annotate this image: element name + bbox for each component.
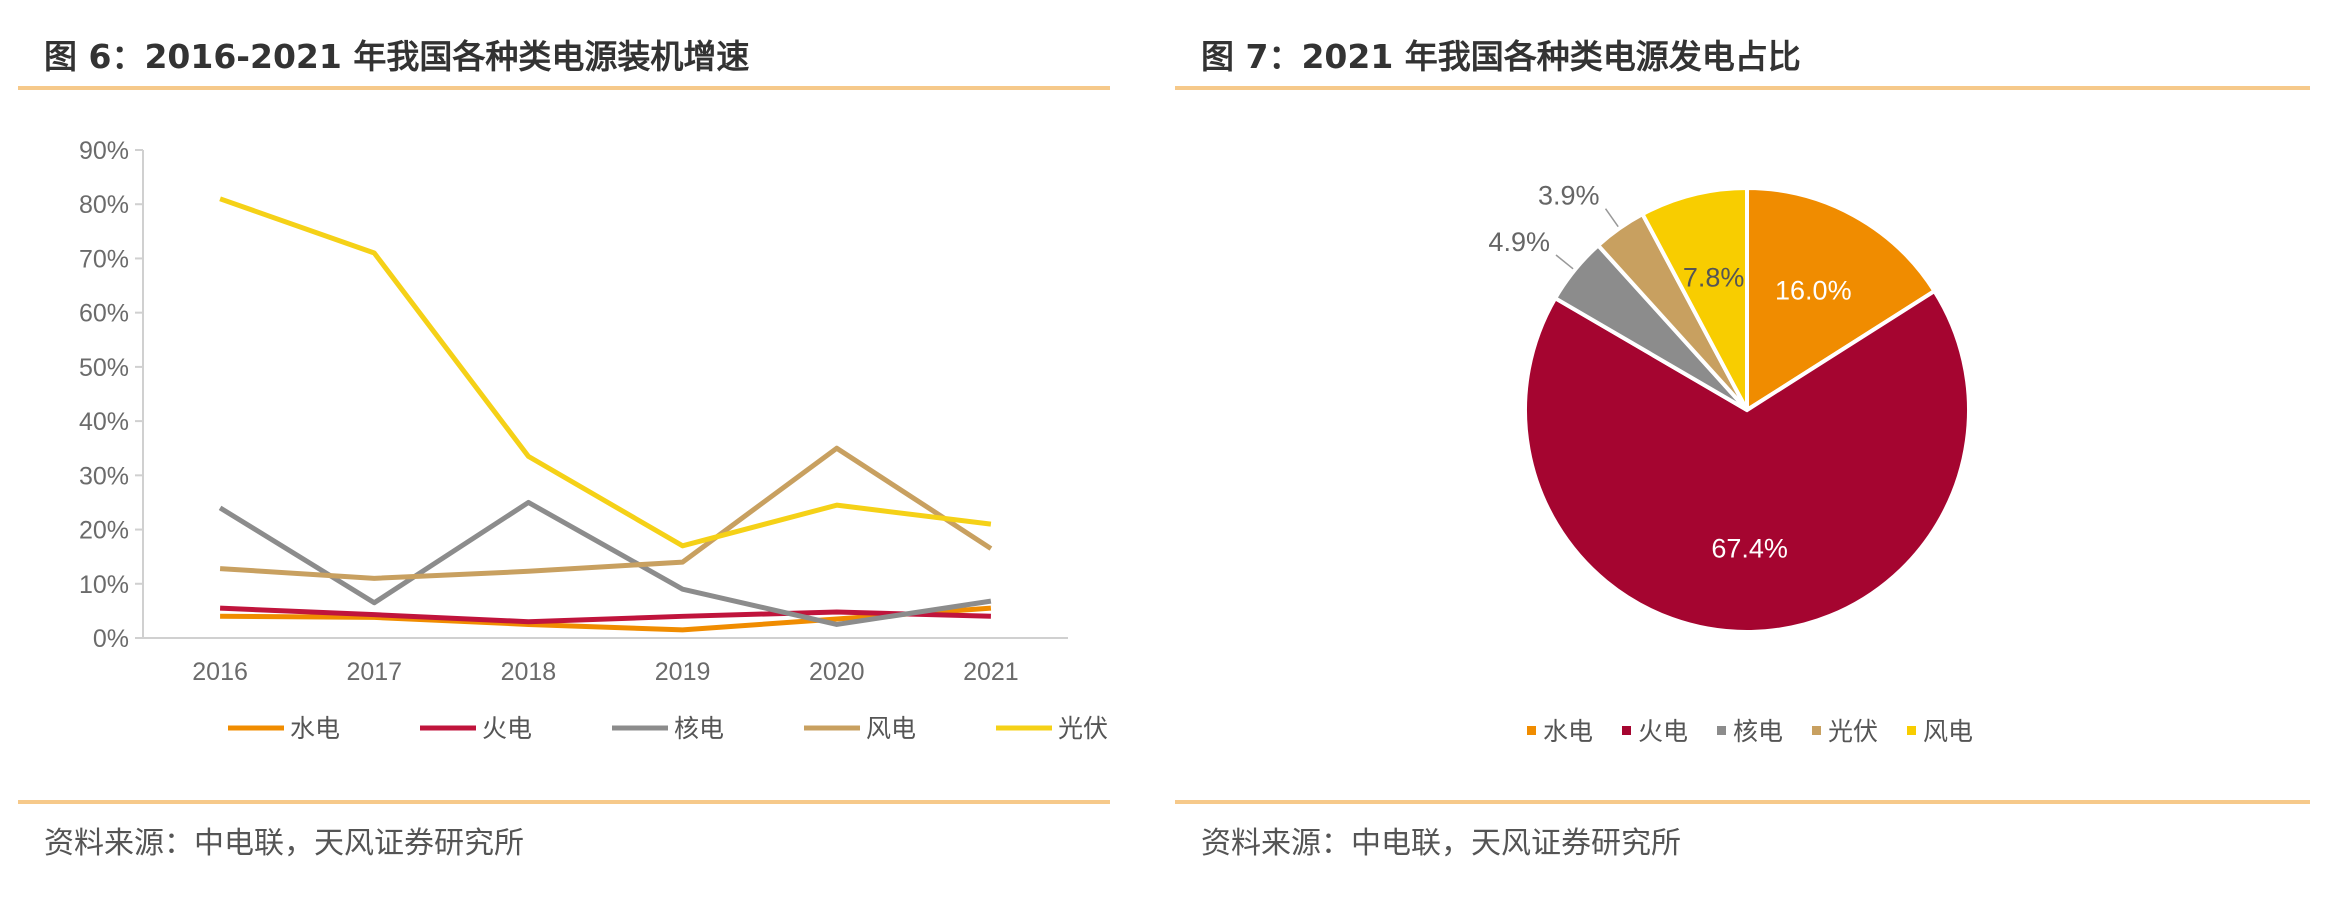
source-divider	[18, 800, 1110, 804]
legend-label: 风电	[866, 714, 916, 743]
pie-chart: 16.0% 67.4% 4.9% 3.9% 7.8% 水电 火电 核电 光伏 风电	[1488, 181, 1973, 746]
pie-chart-source: 资料来源：中电联，天风证券研究所	[1201, 826, 1681, 861]
legend-label: 核电	[674, 714, 724, 743]
legend-label: 火电	[1638, 717, 1688, 746]
legend-label: 光伏	[1058, 714, 1108, 743]
source-divider	[1175, 800, 2310, 804]
title-divider	[18, 86, 1110, 90]
pie-slice	[1639, 185, 1749, 411]
legend-label: 核电	[1733, 717, 1783, 746]
slice-label: 7.8%	[1683, 262, 1745, 292]
legend-swatch	[1812, 726, 1821, 735]
y-tick-label: 80%	[79, 191, 129, 219]
line-chart-title: 图 6：2016-2021 年我国各种类电源装机增速	[44, 37, 750, 76]
line-chart: 0% 10% 20% 30% 40% 50% 60% 70% 80% 90% 2016 2017 201…	[79, 137, 1108, 743]
legend-swatch	[1622, 726, 1631, 735]
y-tick-label: 10%	[79, 571, 129, 599]
legend-label: 风电	[1923, 717, 1973, 746]
y-tick-label: 30%	[79, 462, 129, 490]
legend-swatch	[1717, 726, 1726, 735]
series-line	[219, 196, 992, 549]
legend-swatch	[1907, 726, 1916, 735]
leader-line	[1604, 208, 1619, 228]
title-divider	[1175, 86, 2310, 90]
slice-label: 16.0%	[1775, 275, 1852, 305]
x-tick-label: 2021	[963, 658, 1019, 686]
legend-swatch	[1527, 726, 1536, 735]
x-tick-label: 2018	[501, 658, 557, 686]
line-chart-source: 资料来源：中电联，天风证券研究所	[44, 826, 524, 861]
y-tick-label: 70%	[79, 245, 129, 273]
x-tick-label: 2020	[809, 658, 865, 686]
series-line	[219, 605, 991, 625]
legend-label: 水电	[290, 714, 340, 743]
y-tick-label: 60%	[79, 300, 129, 328]
pie-slice	[1745, 185, 1938, 414]
leader-line	[1555, 254, 1574, 270]
slice-label: 67.4%	[1711, 534, 1788, 564]
y-tick-label: 90%	[79, 137, 129, 165]
pie-slice	[1523, 288, 1971, 634]
series-line	[219, 445, 993, 581]
y-tick-label: 0%	[93, 625, 129, 653]
slice-label: 4.9%	[1488, 227, 1550, 257]
pie-chart-title: 图 7：2021 年我国各种类电源发电占比	[1201, 37, 1801, 76]
slice-label: 3.9%	[1538, 181, 1600, 211]
series-line	[218, 499, 992, 627]
y-tick-label: 40%	[79, 408, 129, 436]
y-tick-label: 50%	[79, 354, 129, 382]
legend-label: 火电	[482, 714, 532, 743]
legend-label: 光伏	[1828, 717, 1878, 746]
x-tick-label: 2017	[346, 658, 402, 686]
legend-label: 水电	[1543, 717, 1593, 746]
x-tick-label: 2016	[192, 658, 248, 686]
y-tick-label: 20%	[79, 517, 129, 545]
line-chart-panel: 图 6：2016-2021 年我国各种类电源装机增速 0% 10% 20% 30% 40…	[18, 0, 1110, 900]
pie-chart-panel: 图 7：2021 年我国各种类电源发电占比 16.0% 67.4% 4.9% 3.9%…	[1175, 0, 2310, 900]
series-line	[220, 605, 992, 633]
x-tick-label: 2019	[655, 658, 711, 686]
